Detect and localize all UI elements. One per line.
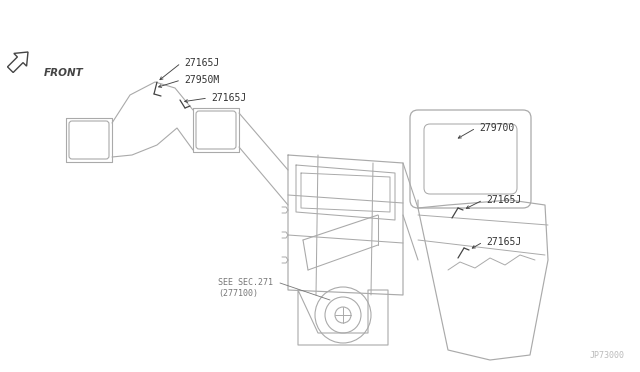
Text: JP73000: JP73000 bbox=[590, 351, 625, 360]
Text: 27165J: 27165J bbox=[486, 237, 521, 247]
Text: (277100): (277100) bbox=[218, 289, 258, 298]
Text: 27165J: 27165J bbox=[486, 195, 521, 205]
Text: FRONT: FRONT bbox=[44, 68, 84, 78]
Text: 27165J: 27165J bbox=[184, 58, 220, 68]
Text: SEE SEC.271: SEE SEC.271 bbox=[218, 278, 273, 287]
Text: 27950M: 27950M bbox=[184, 75, 220, 85]
Text: 279700: 279700 bbox=[479, 123, 515, 133]
Text: 27165J: 27165J bbox=[211, 93, 246, 103]
